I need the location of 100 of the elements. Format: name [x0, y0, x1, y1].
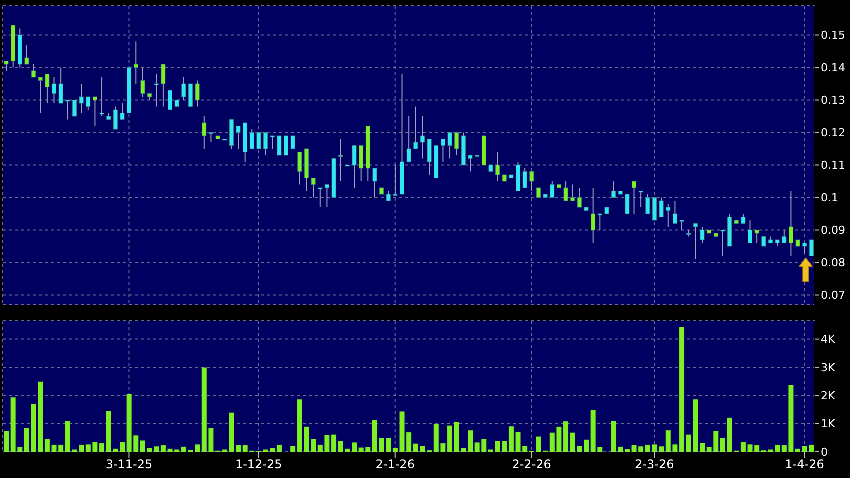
candlestick	[454, 132, 460, 156]
candlestick	[58, 67, 64, 104]
candlestick	[188, 84, 193, 108]
candlestick	[318, 188, 323, 208]
candlestick	[441, 138, 446, 162]
candlestick	[680, 220, 684, 231]
bar	[24, 428, 30, 452]
candlestick	[496, 152, 500, 182]
candlestick	[359, 145, 364, 182]
candlestick	[468, 155, 473, 172]
candlestick	[420, 116, 425, 160]
x-tick-label: 1-12-25	[235, 458, 282, 472]
bar	[352, 442, 357, 452]
y-tick-label: 0.11	[821, 159, 846, 172]
candlestick	[79, 84, 84, 114]
y-tick-label: 0.08	[821, 256, 846, 270]
y-tick-label: 0.14	[821, 62, 846, 75]
bar	[775, 445, 780, 452]
bar	[290, 446, 296, 452]
candlestick	[646, 194, 650, 214]
y-tick-label: 0.09	[821, 224, 846, 238]
bar	[372, 420, 378, 452]
candlestick	[325, 184, 330, 208]
bar	[120, 442, 125, 452]
candlestick	[536, 188, 541, 198]
candlestick	[38, 77, 43, 114]
candlestick	[748, 220, 752, 244]
bar	[44, 439, 50, 452]
bar	[236, 446, 241, 452]
candlestick	[809, 240, 814, 257]
candlestick	[256, 132, 262, 150]
candlestick	[270, 136, 275, 150]
y-tick-label: 0.07	[821, 289, 846, 302]
bar	[311, 439, 316, 452]
candlestick	[789, 190, 794, 257]
candlestick	[209, 132, 214, 143]
candlestick	[625, 194, 630, 214]
candlestick	[754, 230, 760, 244]
candlestick	[700, 226, 705, 244]
bar	[160, 446, 166, 452]
candlestick	[720, 230, 726, 257]
candlestick	[550, 181, 555, 198]
candlestick	[140, 67, 146, 98]
candlestick	[612, 181, 616, 198]
y-tick-label: 0.12	[821, 126, 846, 140]
y-tick-label: 3K	[821, 361, 836, 374]
y-tick-label: 4K	[821, 333, 836, 346]
candlestick	[24, 44, 30, 65]
candlestick	[762, 236, 766, 247]
candlestick	[577, 188, 582, 208]
bar	[140, 440, 146, 452]
y-tick-label: 0.1	[821, 192, 838, 205]
bar	[468, 430, 473, 452]
candlestick	[113, 106, 118, 130]
candlestick	[134, 41, 138, 84]
candlestick	[264, 132, 268, 156]
candlestick	[86, 96, 91, 110]
candlestick	[52, 77, 56, 104]
candlestick	[93, 96, 98, 127]
bar	[392, 448, 398, 452]
bar	[659, 446, 664, 452]
bar	[100, 444, 105, 452]
candlestick	[802, 242, 808, 254]
candlestick	[666, 204, 671, 228]
y-tick-label: 2K	[821, 390, 836, 403]
x-tick-label: 2-1-26	[376, 458, 415, 472]
candlestick	[120, 103, 125, 120]
x-tick-label: 2-3-26	[635, 458, 674, 472]
candlestick	[659, 197, 664, 218]
x-tick-label: 3-11-25	[106, 458, 153, 472]
bar	[720, 438, 726, 452]
candlestick	[298, 152, 302, 186]
candlestick	[168, 90, 172, 110]
candlestick	[338, 138, 344, 182]
candlestick	[202, 116, 207, 150]
x-tick-label: 1-4-26	[785, 458, 824, 472]
bar	[680, 327, 685, 452]
bar	[4, 431, 9, 452]
candlestick	[591, 188, 596, 244]
candlestick	[406, 116, 412, 162]
bar	[195, 444, 200, 452]
bar	[448, 426, 453, 452]
candlestick	[45, 74, 50, 104]
y-tick-label: 0.13	[821, 94, 846, 108]
candlestick	[66, 100, 70, 120]
candlestick	[414, 106, 418, 150]
y-tick-label: 0	[821, 446, 828, 459]
candlestick	[182, 77, 186, 101]
candlestick	[570, 184, 576, 202]
candlestick	[72, 100, 77, 117]
candlestick	[564, 181, 568, 202]
candlestick	[4, 60, 9, 72]
bar	[796, 448, 801, 452]
bar	[584, 440, 589, 452]
candlestick	[352, 145, 357, 188]
candlestick	[448, 132, 452, 160]
candlestick	[427, 138, 432, 176]
candlestick	[284, 136, 288, 156]
candlestick	[673, 200, 678, 224]
candlestick	[638, 190, 644, 208]
